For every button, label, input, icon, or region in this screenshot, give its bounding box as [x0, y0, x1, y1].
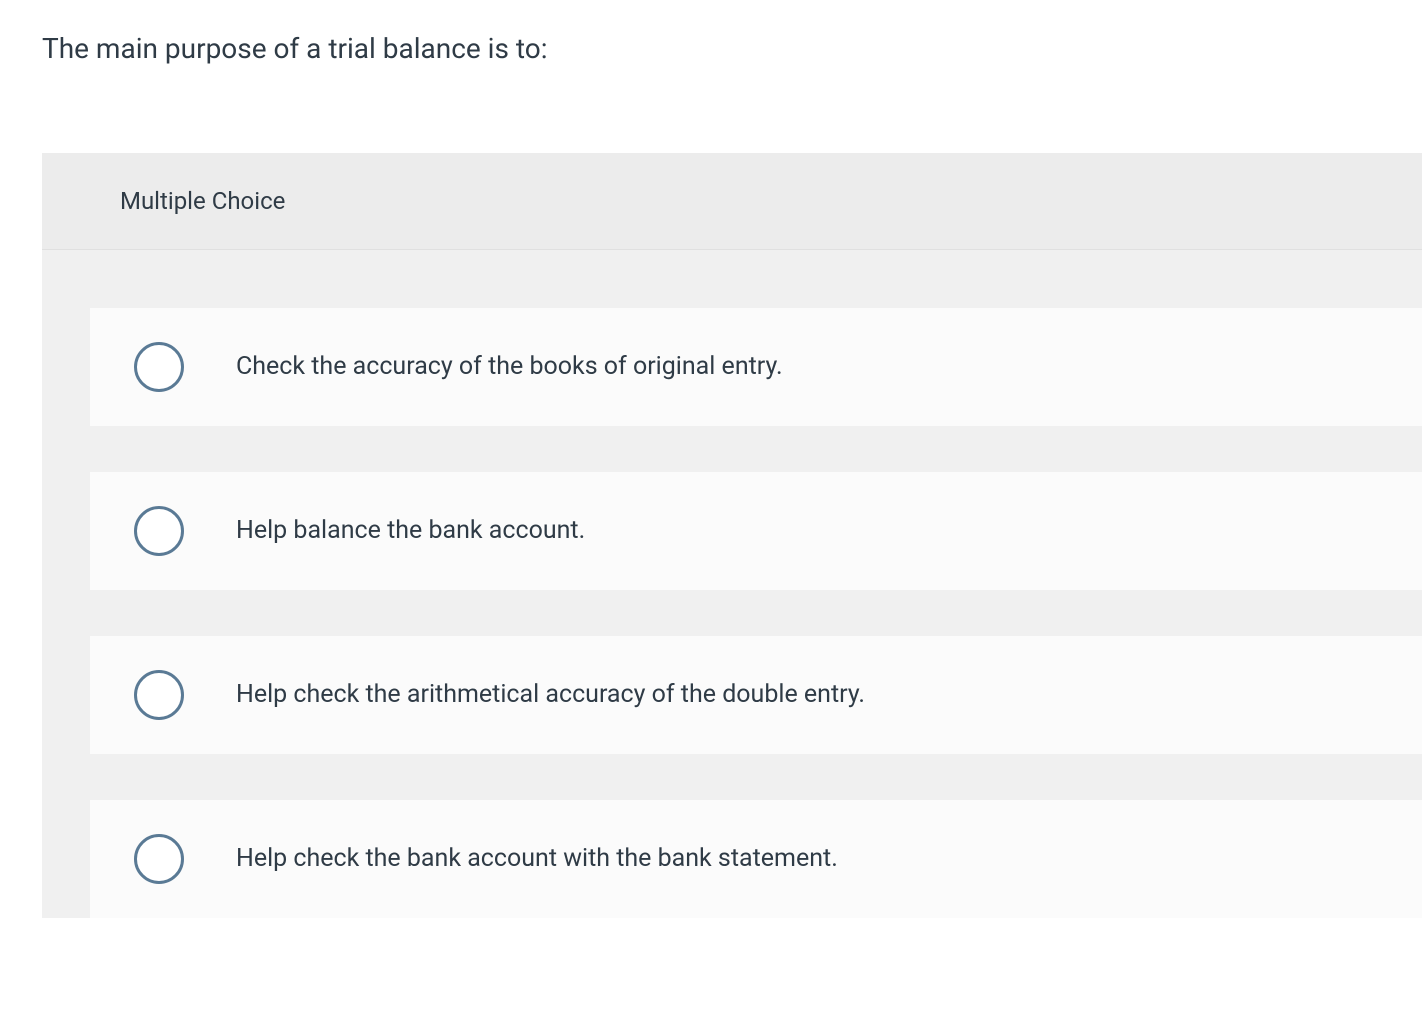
option-3[interactable]: Help check the arithmetical accuracy of … — [90, 636, 1422, 754]
option-3-label: Help check the arithmetical accuracy of … — [236, 679, 865, 712]
radio-icon[interactable] — [134, 670, 184, 720]
option-4-label: Help check the bank account with the ban… — [236, 843, 838, 876]
option-4[interactable]: Help check the bank account with the ban… — [90, 800, 1422, 918]
options-area: Check the accuracy of the books of origi… — [42, 250, 1422, 918]
choices-panel: Multiple Choice Check the accuracy of th… — [42, 153, 1422, 918]
radio-icon[interactable] — [134, 506, 184, 556]
option-2-label: Help balance the bank account. — [236, 515, 585, 548]
option-2[interactable]: Help balance the bank account. — [90, 472, 1422, 590]
option-1-label: Check the accuracy of the books of origi… — [236, 351, 783, 384]
radio-icon[interactable] — [134, 834, 184, 884]
option-1[interactable]: Check the accuracy of the books of origi… — [90, 308, 1422, 426]
question-type-label: Multiple Choice — [42, 153, 1422, 250]
radio-icon[interactable] — [134, 342, 184, 392]
question-prompt: The main purpose of a trial balance is t… — [0, 0, 1422, 65]
